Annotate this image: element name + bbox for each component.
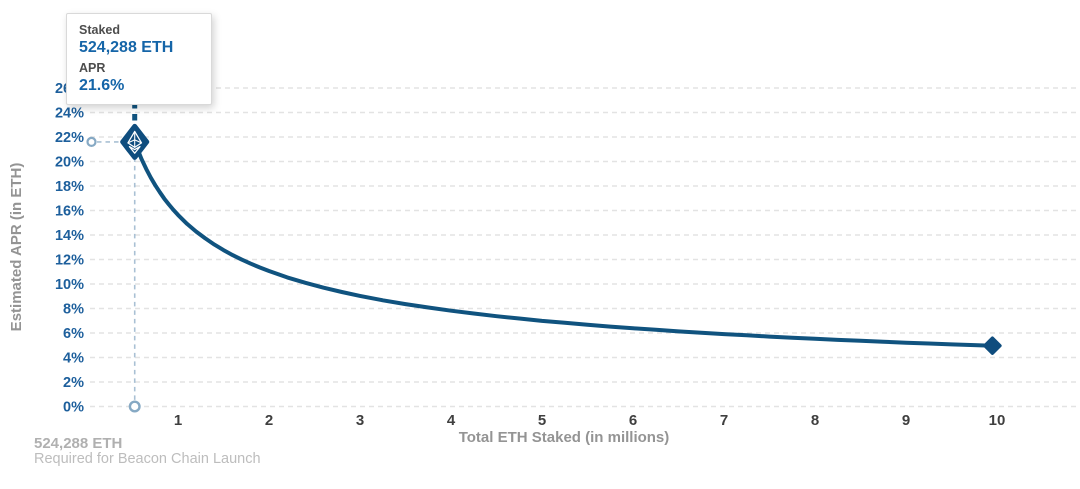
apr-curve[interactable] [132,139,995,348]
x-tick-label-10: 10 [989,412,1006,429]
x-tick-label-1: 1 [174,412,182,429]
footnote-eth-amount: 524,288 ETH [34,435,123,452]
y-tick-label-4: 4% [63,351,84,367]
y-tick-label-2: 2% [63,375,84,391]
x-tick-label-8: 8 [811,412,819,429]
y-tick-label-14: 14% [55,228,84,244]
tooltip: Staked 524,288 ETH APR 21.6% [66,13,212,105]
y-tick-label-10: 10% [55,277,84,293]
x-tick-label-5: 5 [538,412,546,429]
y-tick-label-22: 22% [55,130,84,146]
footnote-description: Required for Beacon Chain Launch [34,451,261,467]
eth-marker[interactable] [120,123,150,160]
y-tick-label-0: 0% [63,400,84,416]
tooltip-apr-value: 21.6% [79,77,125,94]
y-tick-label-16: 16% [55,204,84,220]
tooltip-apr-label: APR [79,61,106,75]
x-axis-title: Total ETH Staked (in millions) [459,429,670,446]
x-tick-label-3: 3 [356,412,364,429]
tooltip-staked-label: Staked [79,23,120,37]
y-tick-label-18: 18% [55,179,84,195]
x-tick-label-7: 7 [720,412,728,429]
y-tick-label-12: 12% [55,253,84,269]
y-tick-label-20: 20% [55,155,84,171]
x-tick-label-9: 9 [902,412,910,429]
ethereum-logo-bottom-icon [128,145,141,154]
y-axis-title: Estimated APR (in ETH) [8,163,25,332]
x-axis-reference-circle [128,400,141,413]
y-axis-reference-circle [86,136,97,147]
y-tick-label-8: 8% [63,302,84,318]
y-tick-label-6: 6% [63,326,84,342]
ethereum-logo-fold-icon [127,131,142,148]
footnote: 524,288 ETH Required for Beacon Chain La… [34,436,261,467]
x-tick-label-6: 6 [629,412,637,429]
tooltip-staked-value: 524,288 ETH [79,39,174,56]
x-tick-label-2: 2 [265,412,273,429]
y-tick-label-24: 24% [55,106,84,122]
end-point-marker[interactable] [983,336,1002,355]
x-tick-label-4: 4 [447,412,456,429]
